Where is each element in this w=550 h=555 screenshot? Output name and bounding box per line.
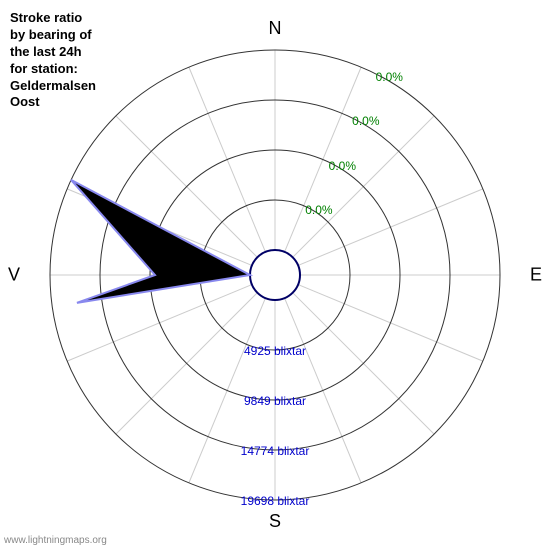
ring-percent-label: 0.0%: [329, 159, 356, 173]
compass-east: E: [530, 265, 542, 286]
polar-chart: N S E V 0.0% 4925 blixtar 0.0% 9849 blixtar…: [0, 0, 550, 550]
compass-west: V: [8, 265, 20, 286]
ring-percent-label: 0.0%: [376, 70, 403, 84]
ring-percent-label: 0.0%: [305, 203, 332, 217]
compass-north: N: [269, 18, 282, 39]
ring-count-label: 9849 blixtar: [244, 394, 306, 408]
ring-count-label: 19698 blixtar: [241, 494, 310, 508]
polar-chart-svg: [0, 0, 550, 550]
compass-south: S: [269, 511, 281, 532]
ring-count-label: 4925 blixtar: [244, 344, 306, 358]
ring-count-label: 14774 blixtar: [241, 444, 310, 458]
ring-percent-label: 0.0%: [352, 114, 379, 128]
